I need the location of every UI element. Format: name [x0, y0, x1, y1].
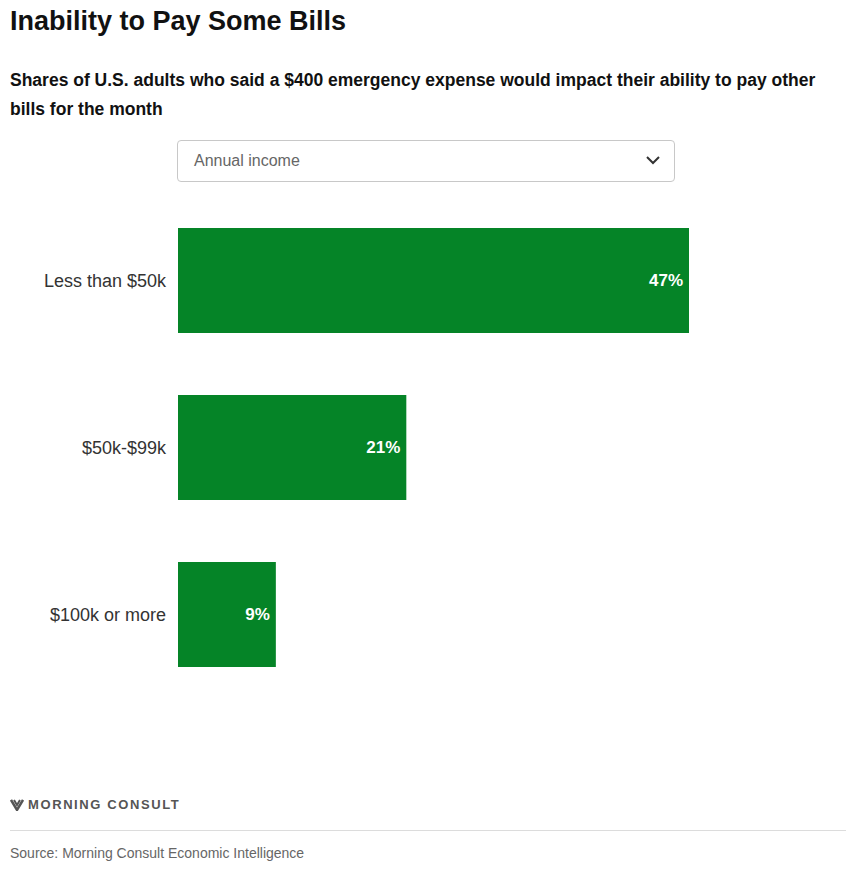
svg-text:9%: 9%: [245, 605, 270, 624]
svg-text:$100k or more: $100k or more: [50, 605, 166, 625]
svg-text:Less than $50k: Less than $50k: [44, 271, 167, 291]
html-text:Annual income: Annual income: [194, 152, 300, 169]
svg-text:21%: 21%: [366, 438, 400, 457]
html-text:Shares of U.S. adults who said: Shares of U.S. adults who said a $400 em…: [10, 70, 816, 119]
svg-text:47%: 47%: [649, 271, 683, 290]
svg-text:$50k-$99k: $50k-$99k: [82, 438, 167, 458]
html-text:MORNING CONSULT: MORNING CONSULT: [28, 797, 181, 812]
html-text:Inability to Pay Some Bills: Inability to Pay Some Bills: [10, 6, 347, 36]
html-text:Source: Morning Consult Econom: Source: Morning Consult Economic Intelli…: [10, 845, 305, 861]
